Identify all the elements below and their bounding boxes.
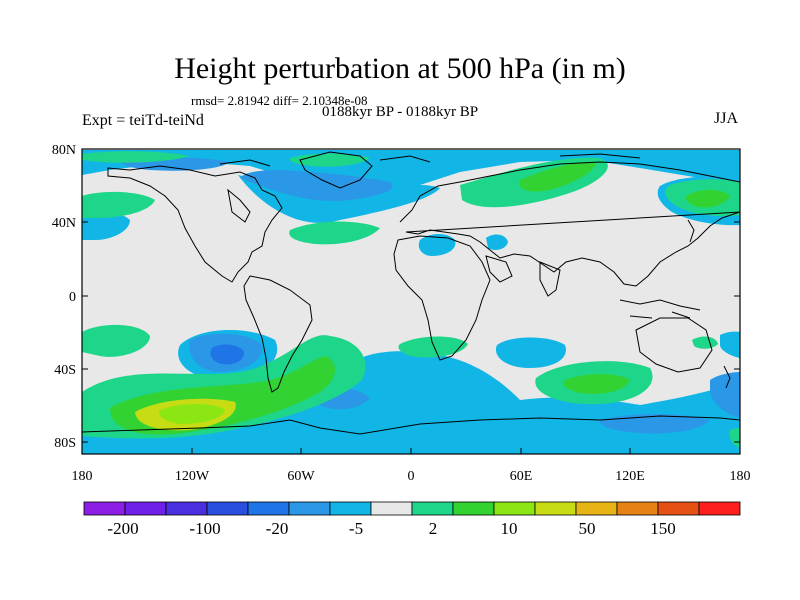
lat-label: 40S [54, 363, 76, 378]
colorbar-label: -100 [189, 519, 220, 538]
plot-title: Height perturbation at 500 hPa (in m) [174, 52, 626, 85]
colorbar-swatch [329, 501, 372, 516]
coastline-australia [635, 317, 713, 373]
colorbar-swatch [698, 501, 741, 516]
colorbar-labels: -200 -100 -20 -5 2 10 50 150 [107, 519, 675, 538]
lon-ticks [81, 448, 741, 454]
coastline-greenland [299, 151, 373, 189]
contour-patch [210, 344, 244, 365]
lon-label: 60E [510, 469, 533, 484]
contour-fields [82, 150, 740, 454]
contour-patch [82, 150, 740, 196]
colorbar-swatch [452, 501, 495, 516]
contour-patch [82, 351, 740, 454]
colorbar-swatch [165, 501, 208, 516]
colorbar-label: -200 [107, 519, 138, 538]
coastline-antarctica [82, 415, 740, 435]
colorbar-swatch [288, 501, 331, 516]
contour-patch [486, 234, 508, 250]
lon-label: 120W [175, 469, 210, 484]
contour-patch [495, 337, 566, 368]
contour-patch [289, 153, 370, 167]
contour-patch [82, 191, 155, 218]
colorbar-label: 150 [650, 519, 676, 538]
coastline-eurasia [399, 161, 740, 287]
contour-patch [240, 170, 393, 201]
colorbar-label: -5 [349, 519, 363, 538]
contour-patch [82, 324, 150, 357]
colorbar-swatch [370, 501, 413, 516]
lat-label: 0 [69, 290, 76, 305]
contour-patch [418, 234, 456, 256]
coastline-japan [687, 219, 695, 243]
contour-patch [519, 161, 596, 192]
coastline-india [539, 261, 561, 297]
colorbar-swatch [124, 501, 167, 516]
contour-patch [729, 428, 740, 448]
lat-ticks [82, 148, 740, 443]
contour-patch [599, 414, 710, 434]
colorbar-swatch [575, 501, 618, 516]
colorbar-label: 2 [429, 519, 438, 538]
season-label: JJA [714, 110, 739, 127]
contour-patch [82, 151, 190, 163]
coastline-indonesia [619, 299, 701, 319]
contour-patch [720, 331, 740, 358]
contour-patch [159, 404, 225, 424]
colorbar-swatch [83, 501, 126, 516]
lon-label: 120E [615, 469, 645, 484]
lon-label: 0 [408, 469, 415, 484]
coastline-arabia [485, 255, 513, 283]
colorbar-swatch [657, 501, 700, 516]
lat-label: 80N [52, 143, 76, 158]
coastline-north-america [107, 165, 283, 283]
contour-patch [563, 374, 630, 394]
coastline-new-zealand [723, 365, 731, 389]
lon-label: 180 [730, 469, 751, 484]
contour-patch [82, 212, 130, 240]
colorbar-swatch [411, 501, 454, 516]
lat-labels: 80N 40N 0 40S 80S [52, 143, 76, 451]
lon-label: 60W [287, 469, 315, 484]
colorbar-swatch [534, 501, 577, 516]
coastlines [82, 151, 740, 435]
lon-labels: 180 120W 60W 0 60E 120E 180 [72, 469, 751, 484]
colorbar-label: 50 [579, 519, 596, 538]
contour-patch [398, 336, 468, 358]
coastline-africa [393, 235, 491, 361]
colorbar-swatch [247, 501, 290, 516]
coastline-south-america [243, 275, 313, 393]
period-label: 0188kyr BP - 0188kyr BP [322, 104, 479, 120]
coastline-hudson [227, 188, 251, 223]
contour-patch [710, 372, 740, 418]
stats-line: rmsd= 2.81942 diff= 2.10348e-08 [191, 93, 368, 108]
colorbar-label: 10 [501, 519, 518, 538]
lat-label: 80S [54, 436, 76, 451]
contour-patch [692, 336, 718, 349]
colorbar [83, 501, 741, 516]
colorbar-swatch [616, 501, 659, 516]
lat-label: 40N [52, 216, 76, 231]
colorbar-swatch [206, 501, 249, 516]
contour-patch [289, 221, 380, 245]
coastline-arctic [219, 153, 641, 167]
colorbar-label: -20 [266, 519, 289, 538]
colorbar-swatch [493, 501, 536, 516]
contour-patch [686, 189, 730, 208]
lon-label: 180 [72, 469, 93, 484]
experiment-label: Expt = teiTd-teiNd [82, 112, 204, 129]
